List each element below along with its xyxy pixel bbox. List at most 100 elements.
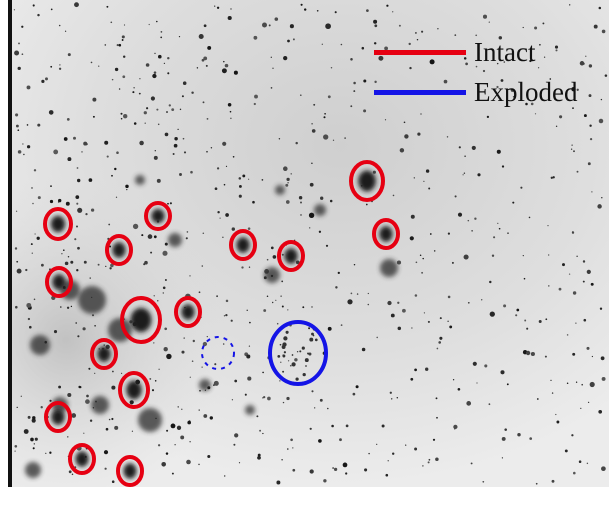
star-dot	[389, 391, 392, 394]
star-dot	[524, 319, 527, 322]
star-dot	[166, 353, 172, 360]
dispersed-star	[283, 336, 288, 341]
star-dot	[157, 123, 160, 126]
star-dot	[331, 424, 334, 428]
star-dot	[276, 322, 279, 325]
star-dot	[523, 277, 526, 280]
intact-cluster-marker	[372, 218, 400, 250]
star-dot	[266, 295, 269, 297]
star-dot	[311, 129, 316, 133]
star-dot	[472, 361, 477, 366]
star-dot	[421, 30, 424, 33]
star-dot	[384, 46, 389, 51]
star-dot	[387, 460, 389, 462]
star-dot	[488, 403, 491, 406]
star-dot	[280, 295, 282, 297]
star-dot	[77, 246, 80, 250]
star-dot	[234, 379, 238, 383]
star-dot	[435, 397, 438, 400]
star-dot	[373, 42, 377, 45]
star-dot	[173, 143, 178, 148]
star-dot	[286, 396, 290, 401]
star-dot	[409, 236, 414, 241]
star-dot	[172, 153, 175, 155]
star-dot	[504, 428, 507, 431]
star-dot	[238, 462, 241, 464]
star-dot	[111, 78, 114, 81]
dispersed-star	[279, 343, 282, 346]
star-dot	[363, 79, 367, 83]
star-dot	[37, 196, 41, 200]
star-dot	[225, 299, 229, 303]
star-dot	[285, 183, 289, 187]
star-dot	[414, 31, 417, 34]
star-dot	[58, 67, 62, 70]
star-dot	[92, 97, 97, 102]
star-dot	[41, 263, 44, 267]
star-dot	[314, 407, 316, 409]
star-clump	[199, 379, 211, 391]
star-dot	[271, 301, 274, 304]
star-dot	[311, 123, 313, 125]
star-dot	[30, 243, 33, 246]
star-dot	[295, 260, 300, 265]
star-dot	[33, 298, 36, 301]
star-dot	[33, 443, 35, 445]
star-dot	[120, 372, 123, 375]
star-dot	[89, 277, 91, 279]
star-dot	[244, 393, 247, 396]
star-dot	[423, 180, 425, 183]
star-dot	[213, 380, 219, 386]
star-dot	[538, 320, 542, 323]
star-dot	[186, 231, 189, 233]
star-dot	[323, 116, 326, 119]
star-dot	[374, 80, 377, 84]
star-dot	[372, 170, 376, 174]
star-dot	[498, 227, 501, 230]
star-dot	[537, 67, 540, 69]
star-dot	[17, 66, 21, 71]
star-dot	[29, 325, 32, 329]
star-dot	[31, 418, 36, 423]
star-dot	[287, 39, 290, 43]
star-dot	[350, 105, 353, 108]
star-dot	[512, 96, 515, 98]
star-dot	[313, 103, 316, 106]
star-dot	[257, 455, 261, 460]
star-dot	[32, 447, 35, 450]
star-clump	[30, 335, 50, 355]
star-dot	[198, 409, 200, 411]
star-dot	[205, 64, 208, 67]
cluster-core	[52, 274, 66, 290]
star-dot	[289, 24, 294, 29]
star-dot	[501, 457, 504, 459]
star-dot	[408, 42, 411, 46]
star-dot	[49, 451, 52, 454]
star-dot	[457, 387, 461, 391]
star-dot	[157, 444, 161, 447]
star-dot	[106, 5, 109, 8]
star-dot	[536, 398, 539, 400]
star-dot	[352, 392, 356, 396]
star-dot	[497, 222, 499, 225]
star-dot	[578, 460, 582, 463]
star-dot	[50, 185, 52, 188]
star-dot	[437, 27, 439, 30]
star-dot	[281, 253, 284, 256]
star-dot	[88, 367, 91, 370]
star-dot	[116, 44, 119, 47]
dispersed-star	[305, 365, 307, 367]
star-dot	[53, 149, 59, 155]
star-dot	[590, 282, 594, 286]
star-dot	[89, 419, 93, 422]
star-dot	[421, 271, 424, 274]
star-dot	[281, 305, 284, 308]
star-dot	[488, 21, 490, 23]
star-dot	[274, 17, 279, 21]
star-dot	[503, 304, 507, 308]
star-dot	[548, 285, 550, 287]
legend-label-exploded: Exploded	[474, 76, 578, 107]
star-dot	[177, 128, 179, 131]
star-clump	[275, 185, 285, 195]
image-background-haze	[12, 120, 372, 487]
